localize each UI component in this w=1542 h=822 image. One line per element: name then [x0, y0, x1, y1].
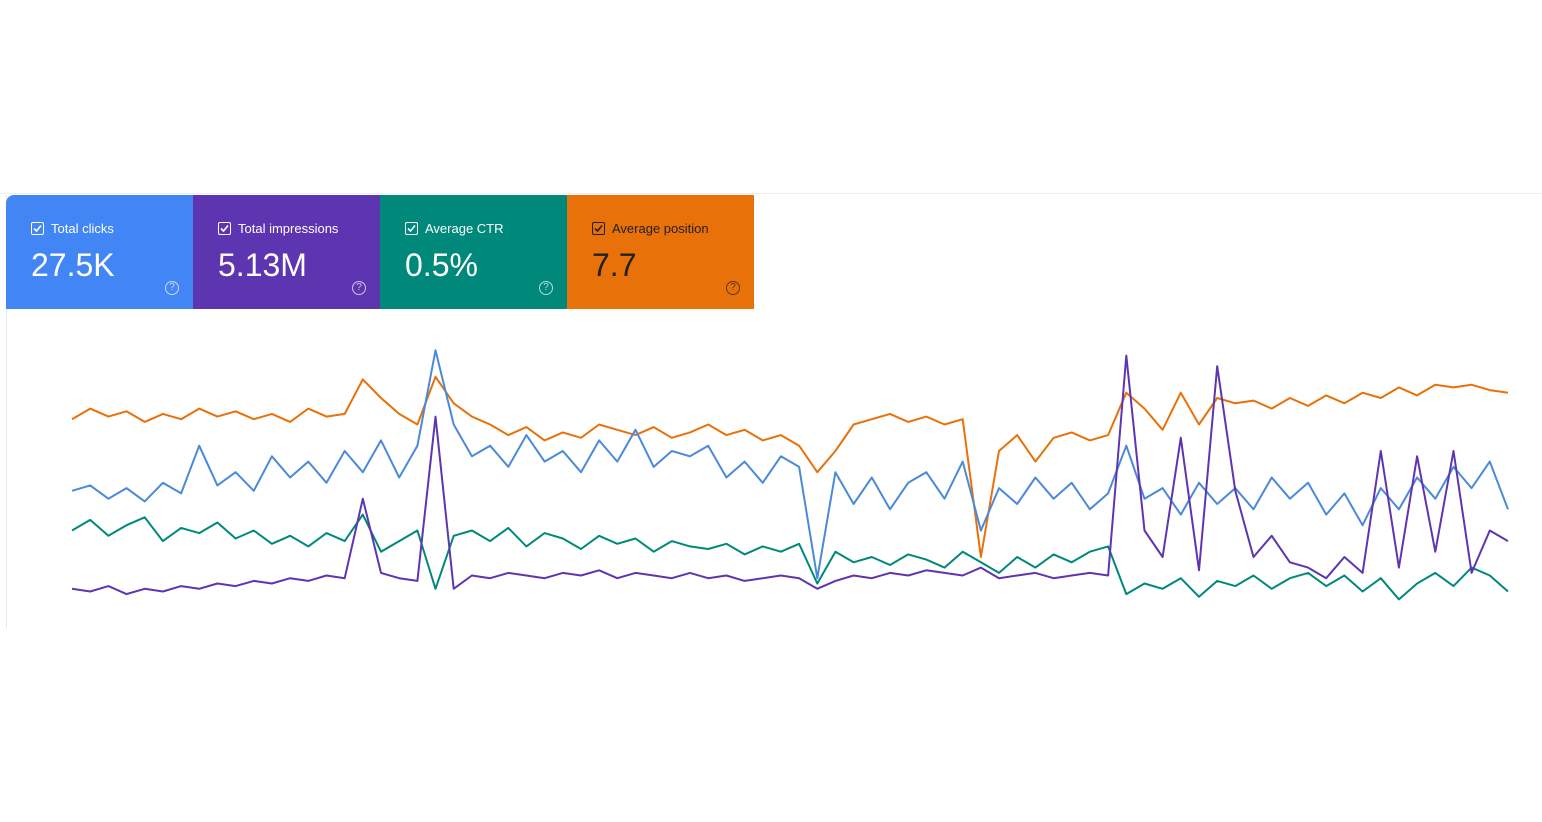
metric-value: 7.7 — [592, 247, 637, 283]
checkbox[interactable] — [405, 222, 418, 235]
series-line — [71, 513, 1509, 601]
metric-value: 5.13M — [218, 247, 307, 283]
divider — [0, 193, 1542, 194]
metric-label: Total impressions — [238, 221, 339, 236]
series-line — [71, 354, 1509, 596]
metric-value: 0.5% — [405, 247, 478, 283]
metric-card[interactable]: Average position 7.7? — [567, 195, 754, 309]
metric-card[interactable]: Total clicks 27.5K? — [6, 195, 193, 309]
metric-card[interactable]: Average CTR 0.5%? — [380, 195, 567, 309]
help-icon[interactable]: ? — [165, 281, 179, 295]
help-icon[interactable]: ? — [352, 281, 366, 295]
checkbox[interactable] — [218, 222, 231, 235]
checkbox[interactable] — [31, 222, 44, 235]
chart-panel — [6, 195, 1542, 628]
help-icon[interactable]: ? — [539, 281, 553, 295]
metric-value: 27.5K — [31, 247, 115, 283]
metric-card[interactable]: Total impressions 5.13M? — [193, 195, 380, 309]
help-icon[interactable]: ? — [726, 281, 740, 295]
metric-label: Average CTR — [425, 221, 504, 236]
metric-label: Average position — [612, 221, 709, 236]
metric-cards: Total clicks 27.5K? Total impressions 5.13M… — [6, 195, 754, 309]
checkbox[interactable] — [592, 222, 605, 235]
series-line — [71, 375, 1509, 558]
metric-label: Total clicks — [51, 221, 114, 236]
series-line — [71, 349, 1509, 580]
